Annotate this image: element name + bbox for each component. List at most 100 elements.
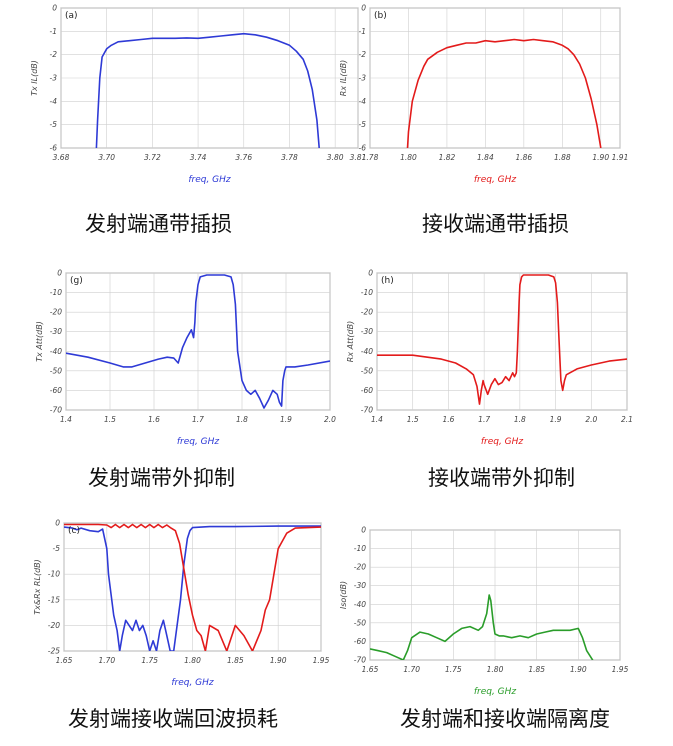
y-tick-label: 0 — [361, 526, 366, 535]
chart-panel-h: 0 -10 -20 -30 -40 -50 -60 -70 1.4 1.5 1.6 1.7 1.8 1.9… — [340, 263, 640, 458]
y-tick-label: -10 — [50, 288, 62, 297]
x-tick-label: 1.7 — [192, 415, 204, 424]
x-axis-label: freq, GHz — [177, 437, 220, 447]
y-tick-label: -30 — [50, 327, 62, 336]
y-axis-label: Rx Att(dB) — [346, 321, 355, 362]
y-axis-label: Tx&Rx RL(dB) — [33, 559, 42, 615]
y-tick-label: -4 — [359, 97, 367, 106]
x-tick-label: 3.70 — [98, 153, 115, 162]
x-tick-label: 3.72 — [144, 153, 161, 162]
x-tick-label: 1.7 — [478, 415, 490, 424]
chart-panel-a: 0 -1 -2 -3 -4 -5 -6 3.68 3.70 3.72 3.74 3.76 3.78 3.8… — [28, 0, 368, 205]
x-tick-label: 1.5 — [104, 415, 116, 424]
y-tick-label: -70 — [361, 406, 373, 415]
y-tick-label: -30 — [361, 327, 373, 336]
y-tick-label: -5 — [53, 544, 61, 553]
y-axis-label: Rx IL(dB) — [339, 60, 348, 96]
x-tick-label: 1.6 — [442, 415, 454, 424]
y-tick-label: -50 — [50, 366, 62, 375]
x-axis-label: freq, GHz — [188, 175, 231, 185]
x-axis-label: freq, GHz — [474, 175, 517, 185]
y-tick-label: -1 — [359, 27, 366, 36]
caption-c: 发射端接收端回波损耗 — [68, 707, 278, 731]
x-tick-label: 2.0 — [585, 415, 597, 424]
y-axis-label: Tx Att(dB) — [35, 321, 44, 362]
x-axis-label: freq, GHz — [481, 437, 524, 447]
chart-h-svg: 0 -10 -20 -30 -40 -50 -60 -701.4 1.5 1.6 1.7 1.8 1.9… — [346, 269, 633, 448]
y-tick-label: -25 — [48, 647, 60, 656]
chart-c-svg: 0 -5 -10 -15 -20 -251.65 1.70 1.75 1.80 1.85 1.90 1… — [33, 519, 330, 689]
x-tick-label: 1.90 — [592, 153, 609, 162]
caption-b: 接收端通带插损 — [422, 212, 569, 236]
y-tick-label: -20 — [361, 308, 373, 317]
y-tick-label: -70 — [50, 406, 62, 415]
y-tick-label: -20 — [50, 308, 62, 317]
y-axis-label: Iso(dB) — [339, 581, 348, 609]
x-tick-label: 3.76 — [235, 153, 252, 162]
x-tick-label: 1.82 — [439, 153, 456, 162]
y-tick-label: 0 — [55, 519, 60, 528]
y-tick-label: -60 — [361, 386, 373, 395]
x-tick-label: 1.91 — [612, 153, 629, 162]
x-axis-label: freq, GHz — [474, 687, 517, 697]
y-tick-label: -60 — [354, 637, 366, 646]
x-tick-label: 1.80 — [487, 665, 504, 674]
x-tick-label: 1.84 — [477, 153, 494, 162]
series-line-blue — [95, 32, 320, 148]
y-tick-label: -60 — [50, 386, 62, 395]
x-tick-label: 1.75 — [141, 656, 158, 665]
x-axis-label: freq, GHz — [171, 678, 214, 688]
y-tick-label: -1 — [50, 27, 57, 36]
x-tick-label: 1.95 — [313, 656, 330, 665]
chart-panel-b: 0 -1 -2 -3 -4 -5 -6 1.78 1.80 1.82 1.84 1.86 1.88 1.9… — [338, 0, 638, 205]
y-tick-label: -10 — [354, 544, 366, 553]
x-tick-label: 2.0 — [324, 415, 336, 424]
y-tick-label: -4 — [50, 97, 58, 106]
series-line-red — [377, 274, 627, 405]
panel-corner-label: (b) — [374, 11, 387, 21]
x-tick-label: 1.6 — [148, 415, 160, 424]
y-tick-label: 0 — [361, 4, 366, 13]
y-tick-label: -30 — [354, 581, 366, 590]
y-tick-label: -6 — [359, 144, 367, 153]
y-tick-label: -5 — [359, 120, 367, 129]
x-tick-label: 1.8 — [236, 415, 248, 424]
x-tick-label: 1.65 — [56, 656, 73, 665]
chart-g-svg: 0 -10 -20 -30 -40 -50 -60 -701.4 1.5 1.6 1.7 1.8 1.9… — [35, 269, 336, 448]
chart-panel-iso: 0 -10 -20 -30 -40 -50 -60 -70 1.65 1.70 1.75 1.80 1.… — [339, 522, 640, 702]
panel-corner-label: (c) — [68, 526, 80, 536]
x-tick-label: 1.85 — [227, 656, 244, 665]
y-tick-label: -20 — [48, 621, 60, 630]
caption-h: 接收端带外抑制 — [428, 466, 575, 490]
y-tick-label: 0 — [52, 4, 57, 13]
plot-frame — [376, 272, 628, 411]
caption-iso: 发射端和接收端隔离度 — [400, 707, 610, 731]
x-tick-label: 1.80 — [400, 153, 417, 162]
panel-corner-label: (h) — [381, 276, 394, 286]
x-tick-label: 3.74 — [190, 153, 207, 162]
caption-g: 发射端带外抑制 — [88, 466, 235, 490]
x-tick-label: 3.78 — [281, 153, 298, 162]
x-tick-label: 1.5 — [407, 415, 419, 424]
x-tick-label: 1.65 — [362, 665, 379, 674]
y-tick-label: -20 — [354, 563, 366, 572]
x-tick-label: 1.4 — [371, 415, 383, 424]
x-tick-label: 3.81 — [350, 153, 367, 162]
x-tick-label: 1.70 — [403, 665, 420, 674]
y-tick-label: -50 — [361, 366, 373, 375]
chart-b-svg: 0 -1 -2 -3 -4 -5 -61.78 1.80 1.82 1.84 1.86 1.88 1.9… — [339, 4, 629, 186]
y-axis-label: Tx IL(dB) — [30, 60, 39, 96]
series-line-blue — [66, 274, 330, 409]
y-tick-label: -2 — [359, 50, 367, 59]
x-tick-label: 1.70 — [98, 656, 115, 665]
series-line-red — [406, 38, 602, 148]
y-tick-label: -2 — [50, 50, 58, 59]
y-tick-label: -10 — [48, 570, 60, 579]
y-tick-label: -10 — [361, 288, 373, 297]
x-tick-label: 1.88 — [554, 153, 571, 162]
x-tick-label: 1.86 — [515, 153, 532, 162]
y-tick-label: -3 — [359, 74, 367, 83]
x-tick-label: 1.85 — [528, 665, 545, 674]
series-line-blue — [64, 525, 321, 651]
y-tick-label: -40 — [354, 600, 366, 609]
